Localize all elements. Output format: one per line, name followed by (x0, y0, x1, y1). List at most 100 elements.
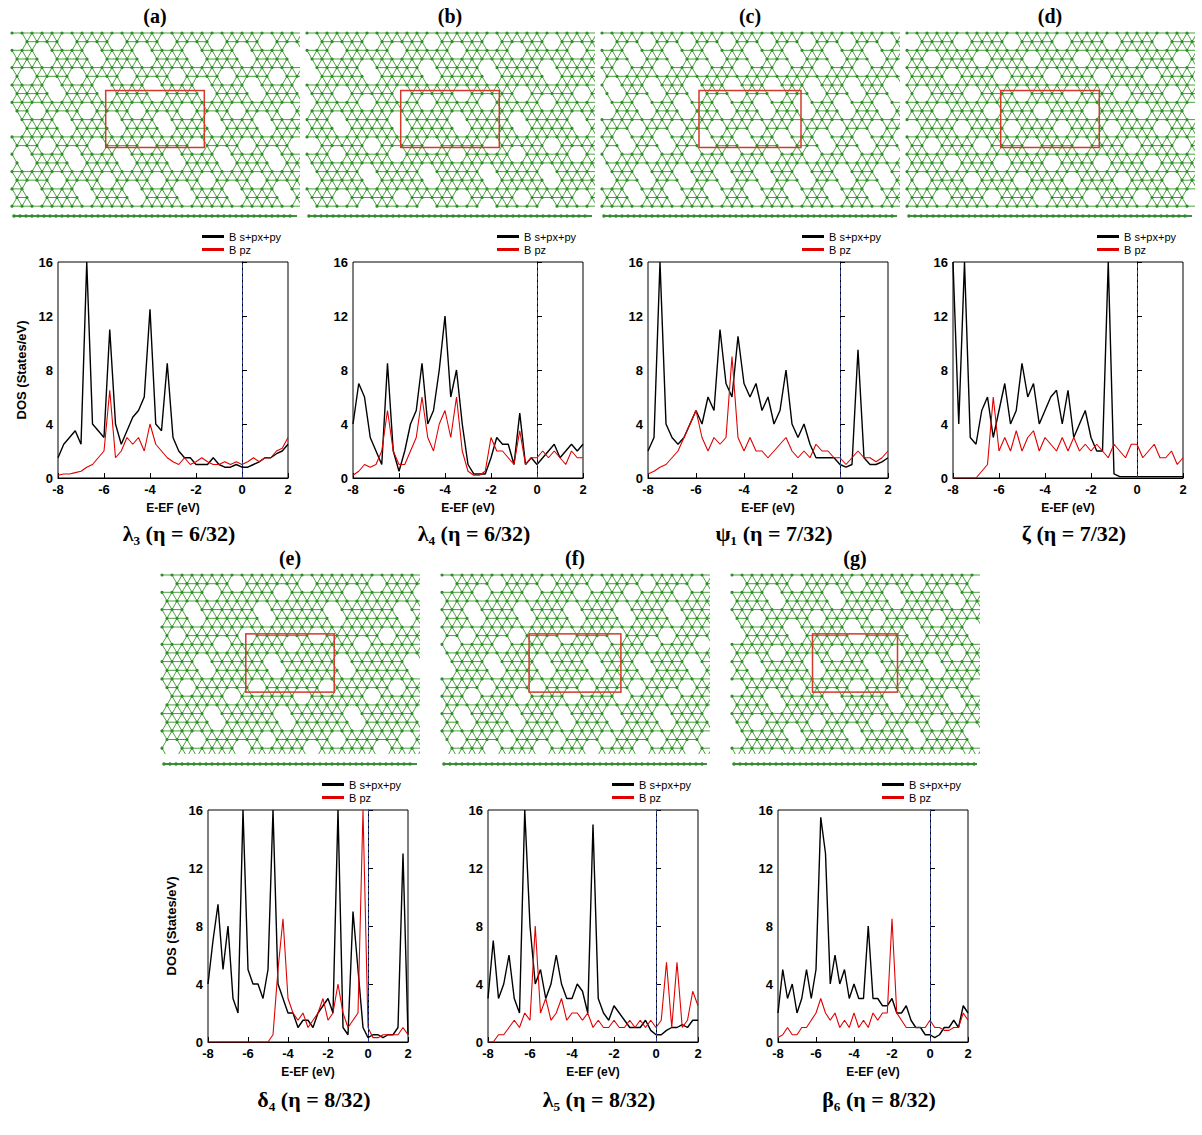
svg-text:-2: -2 (485, 482, 497, 497)
svg-text:B pz: B pz (1124, 244, 1146, 256)
svg-text:-4: -4 (848, 1046, 860, 1061)
svg-text:4: 4 (636, 417, 644, 432)
svg-text:16: 16 (469, 803, 483, 818)
svg-text:-2: -2 (786, 482, 798, 497)
svg-text:0: 0 (533, 482, 540, 497)
svg-text:λ₅ (η = 8/32): λ₅ (η = 8/32) (543, 1087, 656, 1112)
svg-text:0: 0 (364, 1046, 371, 1061)
svg-text:-6: -6 (993, 482, 1005, 497)
svg-text:4: 4 (341, 417, 349, 432)
svg-text:16: 16 (189, 803, 203, 818)
svg-text:-8: -8 (347, 482, 359, 497)
svg-text:B pz: B pz (229, 244, 251, 256)
svg-text:2: 2 (694, 1046, 701, 1061)
svg-text:0: 0 (836, 482, 843, 497)
svg-text:-4: -4 (566, 1046, 578, 1061)
svg-text:-2: -2 (886, 1046, 898, 1061)
svg-text:B s+px+py: B s+px+py (1124, 231, 1176, 243)
svg-text:12: 12 (759, 861, 773, 876)
svg-text:8: 8 (46, 363, 53, 378)
svg-text:8: 8 (941, 363, 948, 378)
svg-text:4: 4 (766, 977, 774, 992)
svg-text:2: 2 (964, 1046, 971, 1061)
svg-text:B s+px+py: B s+px+py (639, 779, 691, 791)
svg-text:B s+px+py: B s+px+py (229, 231, 281, 243)
svg-text:-8: -8 (772, 1046, 784, 1061)
svg-text:(e): (e) (279, 547, 301, 570)
svg-text:4: 4 (476, 977, 484, 992)
svg-text:2: 2 (284, 482, 291, 497)
svg-text:16: 16 (934, 255, 948, 270)
svg-text:-6: -6 (98, 482, 110, 497)
svg-text:8: 8 (341, 363, 348, 378)
svg-text:B pz: B pz (349, 792, 371, 804)
svg-text:0: 0 (238, 482, 245, 497)
svg-text:-8: -8 (947, 482, 959, 497)
svg-text:16: 16 (629, 255, 643, 270)
svg-text:-8: -8 (52, 482, 64, 497)
svg-text:(f): (f) (565, 547, 585, 570)
svg-text:2: 2 (884, 482, 891, 497)
svg-text:B pz: B pz (829, 244, 851, 256)
svg-text:E-EF (eV): E-EF (eV) (146, 501, 199, 515)
svg-text:12: 12 (629, 309, 643, 324)
svg-text:2: 2 (1179, 482, 1186, 497)
svg-text:-6: -6 (393, 482, 405, 497)
svg-text:12: 12 (934, 309, 948, 324)
svg-text:12: 12 (189, 861, 203, 876)
svg-text:-4: -4 (1039, 482, 1051, 497)
svg-text:-6: -6 (242, 1046, 254, 1061)
svg-text:(b): (b) (438, 5, 462, 28)
svg-text:4: 4 (196, 977, 204, 992)
svg-text:E-EF (eV): E-EF (eV) (566, 1065, 619, 1079)
svg-text:E-EF (eV): E-EF (eV) (441, 501, 494, 515)
svg-text:-6: -6 (810, 1046, 822, 1061)
svg-text:B s+px+py: B s+px+py (829, 231, 881, 243)
svg-text:ζ (η = 7/32): ζ (η = 7/32) (1022, 521, 1126, 546)
svg-text:16: 16 (39, 255, 53, 270)
svg-text:-8: -8 (202, 1046, 214, 1061)
svg-text:-6: -6 (690, 482, 702, 497)
svg-text:2: 2 (404, 1046, 411, 1061)
svg-text:B s+px+py: B s+px+py (909, 779, 961, 791)
svg-text:(g): (g) (843, 547, 866, 570)
svg-text:(d): (d) (1038, 5, 1062, 28)
svg-text:12: 12 (469, 861, 483, 876)
svg-text:0: 0 (652, 1046, 659, 1061)
svg-text:E-EF (eV): E-EF (eV) (1041, 501, 1094, 515)
svg-text:0: 0 (1133, 482, 1140, 497)
svg-text:-4: -4 (282, 1046, 294, 1061)
svg-text:-6: -6 (524, 1046, 536, 1061)
svg-text:4: 4 (941, 417, 949, 432)
svg-text:4: 4 (46, 417, 54, 432)
svg-text:-8: -8 (642, 482, 654, 497)
svg-text:-2: -2 (190, 482, 202, 497)
svg-text:-2: -2 (1085, 482, 1097, 497)
svg-text:E-EF (eV): E-EF (eV) (281, 1065, 334, 1079)
svg-text:B pz: B pz (524, 244, 546, 256)
svg-text:-4: -4 (738, 482, 750, 497)
svg-text:2: 2 (579, 482, 586, 497)
svg-text:λ₃ (η = 6/32): λ₃ (η = 6/32) (123, 521, 236, 546)
svg-text:8: 8 (636, 363, 643, 378)
svg-text:8: 8 (766, 919, 773, 934)
svg-text:B s+px+py: B s+px+py (524, 231, 576, 243)
svg-text:-4: -4 (439, 482, 451, 497)
svg-text:0: 0 (926, 1046, 933, 1061)
svg-text:δ₄ (η = 8/32): δ₄ (η = 8/32) (257, 1087, 370, 1112)
svg-text:λ₄ (η = 6/32): λ₄ (η = 6/32) (418, 521, 531, 546)
svg-text:B s+px+py: B s+px+py (349, 779, 401, 791)
svg-text:8: 8 (476, 919, 483, 934)
svg-text:(c): (c) (739, 5, 761, 28)
svg-text:16: 16 (759, 803, 773, 818)
svg-text:E-EF (eV): E-EF (eV) (741, 501, 794, 515)
svg-text:(a): (a) (143, 5, 166, 28)
svg-text:B pz: B pz (639, 792, 661, 804)
svg-text:ψ₁ (η = 7/32): ψ₁ (η = 7/32) (715, 521, 832, 546)
svg-text:12: 12 (334, 309, 348, 324)
svg-text:β₆ (η = 8/32): β₆ (η = 8/32) (822, 1087, 935, 1112)
svg-text:16: 16 (334, 255, 348, 270)
svg-text:B pz: B pz (909, 792, 931, 804)
svg-text:E-EF (eV): E-EF (eV) (846, 1065, 899, 1079)
svg-text:12: 12 (39, 309, 53, 324)
